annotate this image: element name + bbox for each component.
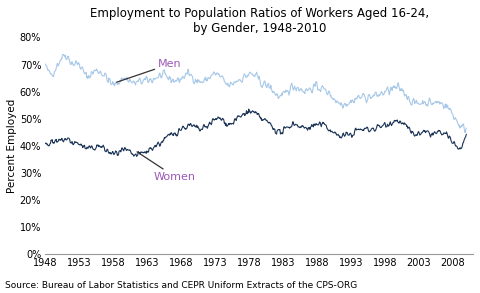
- Title: Employment to Population Ratios of Workers Aged 16-24,
by Gender, 1948-2010: Employment to Population Ratios of Worke…: [90, 7, 429, 35]
- Text: Men: Men: [117, 59, 181, 82]
- Y-axis label: Percent Employed: Percent Employed: [7, 99, 17, 193]
- Text: Source: Bureau of Labor Statistics and CEPR Uniform Extracts of the CPS-ORG: Source: Bureau of Labor Statistics and C…: [5, 281, 357, 290]
- Text: Women: Women: [137, 152, 196, 182]
